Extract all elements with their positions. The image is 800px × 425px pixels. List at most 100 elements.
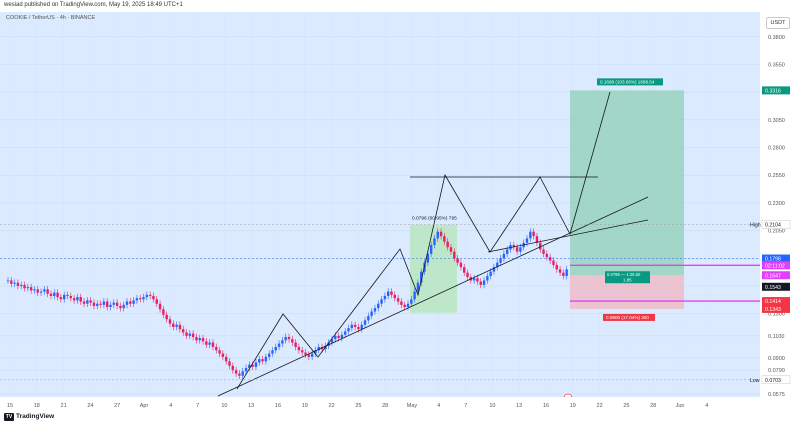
candle-body: [443, 236, 446, 242]
candle-body: [267, 353, 271, 357]
candle-body: [109, 304, 112, 308]
x-tick-label: 18: [34, 403, 40, 409]
chart-plot[interactable]: 0.0796 (60.95%) 795 0.1698 (103.06%) 1698…: [0, 12, 800, 425]
candle-body: [178, 324, 182, 330]
candle-body: [20, 284, 23, 286]
candle-body: [327, 342, 330, 346]
time-axis[interactable]: [0, 397, 800, 413]
candle-body: [294, 342, 297, 347]
candle-body: [337, 335, 340, 339]
candle-body: [367, 315, 370, 321]
candle-body: [59, 297, 63, 300]
candle-body: [274, 346, 277, 351]
candle-body: [505, 249, 509, 254]
candle-body: [396, 298, 400, 302]
price-tag-box: [762, 271, 790, 280]
x-tick-label: 4: [705, 403, 708, 409]
candle-body: [82, 301, 86, 304]
x-tick-label: 15: [7, 403, 13, 409]
candle-body: [301, 350, 304, 353]
candle-body: [258, 359, 261, 363]
price-tag-value: 0.3316: [765, 88, 781, 94]
candle-body: [99, 303, 102, 305]
stop-label-box: [603, 313, 655, 321]
measure-label: 0.0796 (60.95%) 795: [412, 216, 457, 222]
x-tick-label: 4: [169, 403, 172, 409]
candle-body: [542, 249, 545, 254]
price-tag-box: [762, 297, 790, 306]
candle-body: [426, 253, 430, 263]
candle-body: [145, 294, 149, 298]
currency-button[interactable]: USDT: [766, 17, 790, 29]
price-tag-name: Low: [750, 378, 760, 384]
candle-body: [307, 354, 311, 357]
y-tick-label: 0.2550: [768, 173, 785, 179]
candle-body: [436, 231, 439, 239]
candle-body: [403, 304, 406, 308]
price-tag-value: 0.1647: [765, 273, 781, 279]
x-tick-label: 10: [221, 403, 227, 409]
candle-body: [310, 353, 314, 357]
candle-body: [291, 339, 294, 343]
symbol-legend[interactable]: COOKIE / TetherUS · 4h · BINANCE: [6, 15, 96, 21]
publish-bar: wesiad published on TradingView.com, May…: [0, 0, 800, 12]
candle-body: [486, 276, 489, 281]
candle-body: [271, 350, 274, 354]
candle-body: [499, 258, 502, 263]
y-tick-label: 0.0790: [768, 368, 785, 374]
candle-body: [565, 269, 568, 277]
candle-body: [383, 295, 387, 300]
candle-body: [228, 361, 231, 366]
candle-body: [344, 331, 347, 335]
candle-body: [297, 346, 301, 351]
y-tick-label: 0.0900: [768, 356, 785, 362]
x-tick-label: 24: [87, 403, 93, 409]
x-tick-label: 25: [623, 403, 629, 409]
x-tick-label: 19: [570, 403, 576, 409]
candle-body: [357, 326, 360, 330]
candle-body: [132, 300, 135, 304]
price-tag-value: 0.2104: [765, 223, 781, 229]
candle-body: [446, 241, 449, 248]
candle-body: [29, 287, 33, 291]
candle-body: [152, 295, 155, 300]
x-tick-label: 28: [382, 403, 388, 409]
price-axis[interactable]: [760, 12, 800, 413]
candle-body: [466, 272, 469, 278]
y-tick-label: 0.3800: [768, 35, 785, 41]
candle-body: [390, 291, 393, 295]
candle-body: [56, 292, 59, 298]
candle-body: [76, 297, 79, 301]
x-tick-label: 22: [597, 403, 603, 409]
candle-body: [512, 245, 515, 248]
candle-body: [175, 324, 178, 327]
candle-body: [545, 253, 549, 258]
target-zone: [570, 90, 684, 276]
candle-body: [281, 340, 284, 344]
position-zones: [410, 90, 684, 313]
x-tick-label: 21: [61, 403, 67, 409]
candle-body: [191, 333, 195, 337]
candle-body: [377, 303, 380, 309]
candle-body: [218, 350, 221, 354]
x-tick-label: 13: [248, 403, 254, 409]
x-tick-label: 16: [275, 403, 281, 409]
candle-body: [188, 333, 192, 336]
candle-body: [168, 319, 172, 324]
candle-body: [552, 260, 555, 265]
candle-body: [519, 247, 522, 252]
candle-body: [370, 311, 373, 316]
x-tick-label: Apr: [140, 403, 149, 409]
candle-body: [119, 305, 122, 309]
y-tick-label: 0.3050: [768, 118, 785, 124]
candle-body: [23, 284, 26, 289]
y-tick-label: 0.0575: [768, 392, 785, 398]
position-mid-label: 0.0796 — 1:25.50: [607, 272, 641, 277]
candle-body: [489, 271, 492, 277]
price-tag-box: [762, 254, 790, 263]
candle-body: [251, 364, 254, 367]
candle-body: [221, 353, 225, 357]
candles: [6, 228, 568, 380]
candle-body: [476, 278, 479, 282]
